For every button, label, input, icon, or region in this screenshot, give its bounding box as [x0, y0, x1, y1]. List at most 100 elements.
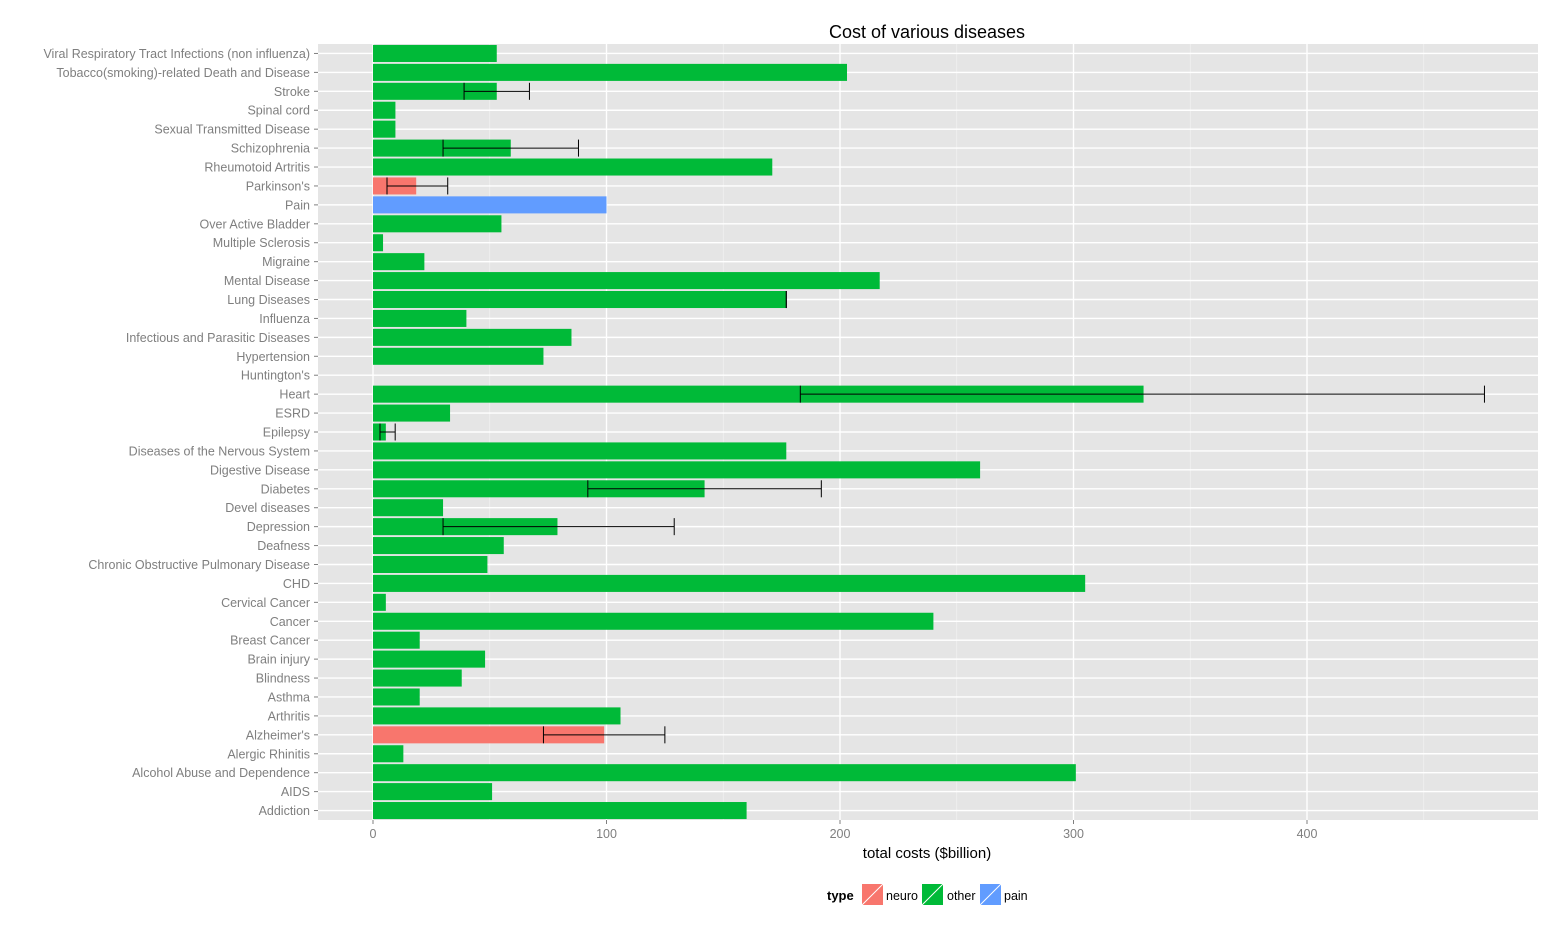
bar: [373, 309, 467, 327]
y-tick-label: Alzheimer's: [246, 728, 310, 742]
bar: [373, 120, 396, 138]
x-tick-label: 400: [1297, 827, 1318, 841]
bar: [373, 669, 462, 687]
y-tick-label: Cervical Cancer: [221, 596, 310, 610]
y-tick-label: Sexual Transmitted Disease: [154, 123, 310, 137]
error-bar: [379, 423, 396, 441]
bar: [373, 272, 880, 290]
bar: [373, 385, 1144, 403]
bar: [373, 499, 444, 517]
bar: [373, 650, 486, 668]
x-axis: 0 100 200 300 400: [370, 820, 1318, 841]
y-tick-label: Huntington's: [241, 369, 310, 383]
y-tick-label: Schizophrenia: [231, 142, 310, 156]
y-axis: Addiction AIDS Alcohol Abuse and Dependenc…: [43, 47, 318, 818]
legend-item-neuro: neuro: [861, 883, 918, 906]
error-bar: [799, 385, 1485, 403]
bar: [373, 423, 386, 441]
legend-swatch-slash: [861, 883, 884, 906]
y-tick-label: Breast Cancer: [230, 634, 310, 648]
bar: [373, 745, 404, 763]
y-tick-label: Digestive Disease: [210, 463, 310, 477]
y-tick-label: Cancer: [270, 615, 310, 629]
legend-item-pain: pain: [979, 883, 1028, 906]
y-tick-label: Devel diseases: [225, 501, 310, 515]
bars: [373, 44, 1144, 820]
bar: [373, 82, 497, 100]
legend-title: type: [827, 888, 854, 903]
y-tick-label: Arthritis: [268, 709, 310, 723]
bar: [373, 461, 981, 479]
bar: [373, 196, 607, 214]
y-tick-label: Asthma: [268, 690, 310, 704]
error-bar: [587, 480, 822, 498]
bar: [373, 555, 488, 574]
y-tick-label: Infectious and Parasitic Diseases: [126, 331, 310, 345]
bar: [373, 574, 1086, 592]
x-tick-label: 0: [370, 827, 377, 841]
x-axis-label: total costs ($billion): [863, 845, 991, 862]
y-tick-label: Stroke: [274, 85, 310, 99]
bar: [373, 480, 705, 498]
x-tick-label: 100: [596, 827, 617, 841]
error-bar: [442, 139, 579, 157]
bar: [373, 63, 848, 81]
y-tick-label: Blindness: [256, 672, 310, 686]
legend-label: pain: [1004, 889, 1028, 903]
bar: [373, 404, 451, 422]
y-tick-label: Parkinson's: [246, 179, 310, 193]
legend-swatch-slash: [921, 883, 944, 906]
y-tick-label: Mental Disease: [224, 274, 310, 288]
error-bar: [463, 82, 530, 100]
error-bar: [542, 726, 666, 744]
y-tick-label: Over Active Bladder: [200, 217, 310, 231]
y-tick-label: Brain injury: [247, 653, 310, 667]
bar: [373, 631, 420, 649]
y-tick-label: Hypertension: [236, 350, 310, 364]
bar: [373, 215, 502, 233]
y-tick-label: Depression: [247, 520, 310, 534]
bar: [373, 764, 1076, 782]
y-tick-label: Pain: [285, 198, 310, 212]
bar: [373, 158, 773, 176]
legend-item-other: other: [921, 883, 976, 906]
bar: [373, 234, 384, 252]
y-tick-label: Alergic Rhinitis: [227, 747, 310, 761]
grid-lines: [318, 44, 1538, 820]
bar: [373, 537, 504, 555]
y-tick-label: Rheumotoid Artritis: [204, 161, 310, 175]
bar: [373, 593, 386, 611]
bar: [373, 290, 787, 309]
legend-label: neuro: [886, 889, 918, 903]
y-tick-label: Lung Diseases: [227, 293, 310, 307]
y-tick-label: Influenza: [259, 312, 310, 326]
x-tick-label: 200: [830, 827, 851, 841]
bar: [373, 783, 493, 801]
bar: [373, 707, 621, 725]
y-tick-label: Alcohol Abuse and Dependence: [132, 766, 310, 780]
y-tick-label: Epilepsy: [263, 426, 311, 440]
y-tick-label: AIDS: [281, 785, 310, 799]
error-bar: [386, 177, 449, 195]
legend-label: other: [947, 889, 976, 903]
error-bars: [379, 82, 1485, 744]
legend: type neuro other pain: [827, 883, 1028, 906]
y-tick-label: Deafness: [257, 539, 310, 553]
bar: [373, 612, 934, 630]
legend-swatch-slash: [979, 883, 1002, 906]
error-bar: [442, 518, 675, 536]
y-tick-label: Chronic Obstructive Pulmonary Disease: [88, 558, 310, 572]
y-tick-label: Heart: [279, 388, 310, 402]
y-tick-label: Tobacco(smoking)-related Death and Disea…: [56, 66, 310, 80]
bar: [373, 253, 425, 271]
bar: [373, 328, 572, 346]
bar: [373, 802, 747, 820]
y-tick-label: Migraine: [262, 255, 310, 269]
bar: [373, 101, 396, 119]
bar: [373, 688, 420, 706]
y-tick-label: Addiction: [259, 804, 310, 818]
y-tick-label: Multiple Sclerosis: [213, 236, 310, 250]
y-tick-label: CHD: [283, 577, 310, 591]
y-tick-label: Diseases of the Nervous System: [129, 444, 310, 458]
